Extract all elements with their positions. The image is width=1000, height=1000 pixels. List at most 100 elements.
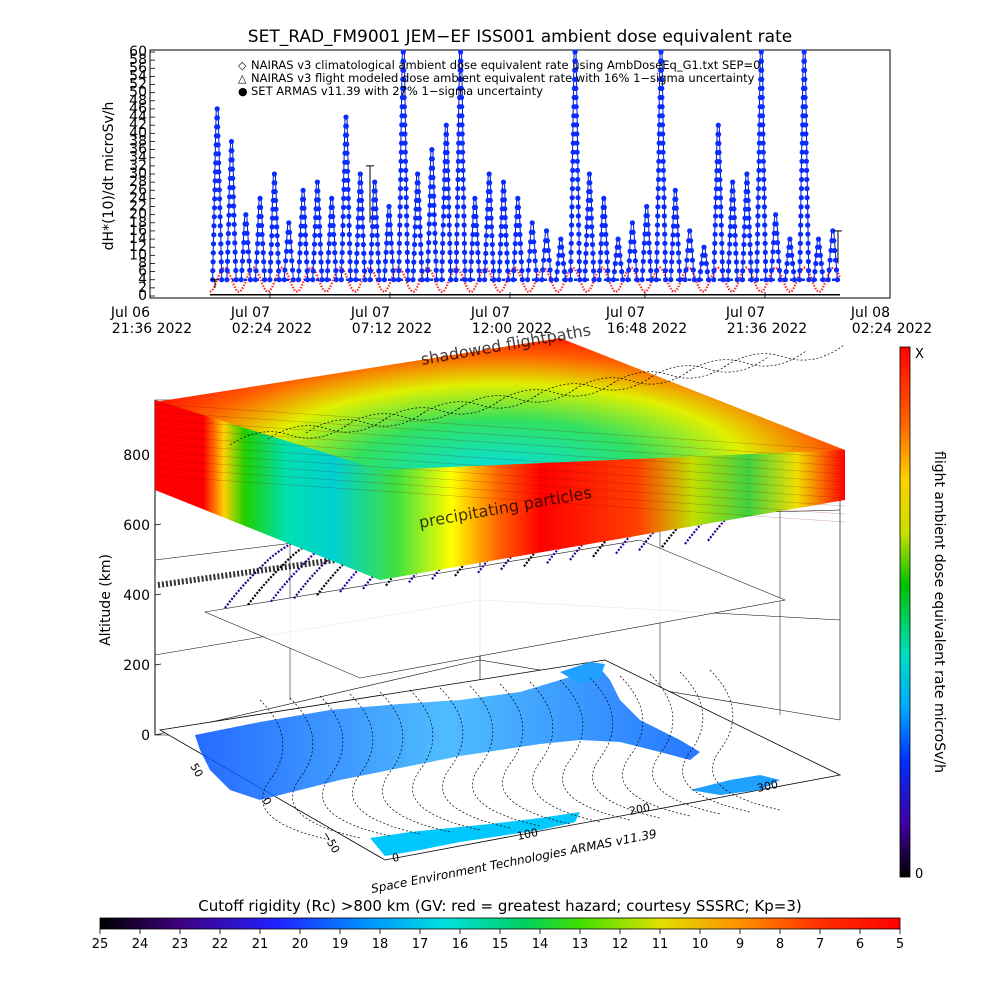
y-tick-label: 58 (129, 52, 147, 68)
armas-point (483, 233, 490, 239)
armas-point (425, 267, 431, 273)
slab-stripe (154, 411, 846, 459)
armas-point (303, 241, 309, 247)
armas-point (413, 215, 419, 221)
armas-point (748, 277, 755, 283)
armas-point (791, 277, 798, 283)
armas-point (231, 212, 237, 218)
armas-point (761, 186, 767, 192)
armas-point (427, 212, 433, 218)
armas-point (258, 213, 264, 220)
armas-point (756, 158, 762, 164)
armas-point (727, 223, 734, 230)
armas-point (374, 232, 380, 238)
armas-point (685, 247, 691, 254)
y-tick-label: 34 (129, 150, 147, 166)
y-tick-label: 8 (138, 255, 147, 271)
flightpath-wave (270, 525, 352, 603)
armas-point (834, 277, 841, 283)
armas-point (404, 240, 410, 246)
armas-point (604, 259, 610, 265)
armas-point (362, 277, 368, 283)
armas-point (719, 240, 725, 246)
armas-point (475, 250, 481, 256)
armas-point (329, 204, 335, 210)
armas-point (576, 258, 582, 265)
ground-track (259, 699, 331, 841)
armas-point (339, 268, 345, 274)
armas-point (503, 241, 509, 247)
armas-point (532, 258, 538, 264)
armas-point (300, 187, 306, 193)
armas-point (446, 231, 453, 237)
armas-point (381, 277, 387, 283)
armas-point (604, 250, 610, 256)
armas-point (425, 258, 431, 264)
armas-point (433, 277, 440, 283)
ground-track (619, 675, 691, 817)
armas-point (799, 158, 805, 164)
armas-point (504, 259, 510, 265)
armas-point (676, 268, 683, 274)
armas-point (353, 259, 360, 265)
armas-point (274, 233, 280, 239)
slab-stripe (154, 435, 846, 483)
armas-point (633, 267, 639, 273)
armas-point (296, 268, 302, 274)
armas-point (640, 258, 646, 264)
armas-point (717, 177, 723, 183)
armas-point (518, 250, 524, 256)
armas-point (617, 252, 623, 258)
armas-point (616, 244, 622, 250)
armas-point (259, 222, 265, 229)
armas-point (344, 168, 351, 174)
armas-point (669, 259, 675, 265)
armas-point (326, 241, 332, 247)
armas-point (346, 231, 352, 238)
armas-point (570, 149, 576, 155)
armas-point (556, 252, 562, 258)
armas-point (754, 277, 760, 283)
armas-point (531, 248, 538, 254)
armas-point (298, 232, 304, 238)
rigidity-tick-label: 17 (412, 937, 429, 952)
ground-tracks (259, 669, 781, 841)
armas-point (496, 268, 502, 274)
ground-track (289, 697, 361, 839)
armas-point (670, 232, 676, 238)
armas-point (519, 268, 525, 274)
armas-point (569, 186, 576, 192)
armas-point (353, 268, 359, 274)
armas-point (240, 249, 246, 255)
armas-point (645, 222, 651, 228)
armas-point (273, 206, 279, 212)
armas-point (403, 176, 409, 183)
armas-point (659, 76, 665, 82)
armas-point (404, 249, 410, 255)
armas-point (589, 224, 595, 230)
armas-spike (338, 114, 354, 283)
armas-point (461, 231, 467, 237)
altitude-tick (154, 593, 162, 596)
armas-point (412, 224, 418, 230)
armas-point (447, 249, 453, 256)
armas-point (215, 151, 221, 157)
armas-point (261, 268, 267, 274)
armas-point (384, 240, 390, 246)
armas-point (290, 267, 296, 273)
armas-point (591, 277, 597, 283)
armas-point (281, 277, 287, 283)
armas-point (456, 149, 462, 155)
armas-point (454, 213, 460, 219)
armas-point (759, 94, 765, 101)
armas-point (660, 131, 666, 137)
armas-point (760, 122, 766, 128)
armas-point (660, 140, 666, 146)
armas-point (818, 260, 824, 267)
armas-point (343, 123, 349, 129)
armas-point (662, 249, 668, 255)
armas-point (339, 241, 346, 247)
armas-point (476, 277, 483, 283)
armas-point (655, 186, 661, 192)
altitude-tick-label: 200 (123, 658, 150, 674)
